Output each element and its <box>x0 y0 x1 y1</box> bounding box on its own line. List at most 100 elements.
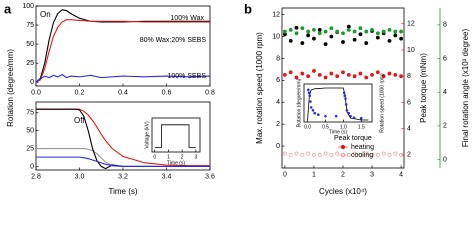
data-point <box>387 71 392 76</box>
data-point <box>352 151 357 156</box>
y-tick-label: 50 <box>26 127 34 134</box>
data-point <box>323 75 328 80</box>
y-tick-label: 12 <box>272 11 280 18</box>
data-point <box>341 40 345 44</box>
x-axis-title: Time (s) <box>329 129 347 135</box>
y2-tick-label: 8 <box>407 73 411 80</box>
data-point <box>288 152 293 157</box>
y2-tick-label: 10 <box>407 47 415 54</box>
data-point <box>387 38 392 43</box>
x-tick-label: 3 <box>370 171 374 178</box>
series-line <box>35 73 211 83</box>
y-tick-label: 0 <box>30 79 34 86</box>
legend-title: Peak torque <box>334 135 372 142</box>
data-point <box>346 72 351 77</box>
y3-tick-label: 6 <box>443 55 447 62</box>
x-tick-label: 0 <box>283 171 287 178</box>
y3-axis-title: Final rotation angle (x10³ degree) <box>461 29 470 148</box>
data-point <box>294 151 299 156</box>
data-point <box>317 152 322 157</box>
y-axis-title: Rotation (degree/mm) <box>296 78 302 127</box>
data-point <box>345 109 349 112</box>
data-point <box>364 151 369 156</box>
data-point <box>308 94 312 97</box>
annotation: Off <box>74 116 85 125</box>
y2-axis-title: Rotation speed (1000 rpm) <box>379 73 385 133</box>
series-label: 100% SEBS <box>167 73 206 80</box>
y2-tick-label: 12 <box>407 21 415 28</box>
data-point <box>283 151 287 156</box>
x-tick-label: 0.0 <box>304 124 311 130</box>
x-tick-label: 3.6 <box>205 173 215 180</box>
data-point <box>294 25 299 30</box>
data-point <box>317 113 320 116</box>
series-label: 100% Wax <box>170 15 204 22</box>
y-tick-label: 0 <box>30 163 34 170</box>
x-tick-label: 0.6 <box>162 89 172 96</box>
x-tick-label: 1.5 <box>358 124 365 130</box>
data-point <box>309 106 313 109</box>
x-tick-label: 2 <box>341 171 345 178</box>
data-point <box>344 97 347 100</box>
panel-label: b <box>244 1 252 16</box>
data-point <box>288 70 293 75</box>
plot-frame <box>151 117 201 153</box>
plot-frame <box>35 5 211 87</box>
y-axis-title: Voltage (kV) <box>144 121 150 149</box>
y-tick-label: 0 <box>276 143 280 150</box>
data-point <box>399 152 403 157</box>
data-point <box>364 41 369 45</box>
y-tick-label: 75 <box>26 110 34 117</box>
x-tick-label: 2.8 <box>31 173 41 180</box>
y3-tick-label: 4 <box>443 89 447 96</box>
y2-tick-label: 4 <box>407 125 411 132</box>
data-point <box>375 70 380 75</box>
data-point <box>387 152 392 157</box>
x-tick-label: 1 <box>312 171 316 178</box>
data-point <box>364 75 369 80</box>
data-point <box>352 37 357 42</box>
data-point <box>343 94 347 97</box>
y3-tick-label: 8 <box>443 22 447 29</box>
data-point <box>344 103 348 106</box>
data-point <box>381 151 386 156</box>
annotation: On <box>40 10 51 19</box>
y2-tick-label: 2 <box>407 152 411 159</box>
data-point <box>393 72 398 77</box>
series-line <box>35 9 210 83</box>
series-label: 80% Wax:20% SEBS <box>140 37 207 44</box>
x-axis-title: Time (s) <box>167 160 185 166</box>
data-point <box>346 27 351 32</box>
data-point <box>306 29 311 34</box>
data-point <box>312 152 316 157</box>
data-point <box>358 26 363 31</box>
data-point <box>306 88 310 92</box>
y-axis-title: Rotation (degree/mm) <box>6 49 15 127</box>
y-tick-label: 8 <box>276 55 280 62</box>
x-axis-title: Cycles (x10⁴) <box>319 187 367 196</box>
y-tick-label: 100 <box>22 3 34 10</box>
x-tick-label: 3.4 <box>162 173 172 180</box>
data-point <box>393 33 398 38</box>
data-point <box>399 74 403 79</box>
y-tick-label: 2 <box>276 121 280 128</box>
series-line <box>307 87 369 121</box>
data-point <box>323 29 328 34</box>
data-point <box>370 152 374 157</box>
legend-label: cooling <box>351 152 373 159</box>
y3-tick-label: 2 <box>443 123 447 130</box>
data-point <box>375 35 380 40</box>
data-point <box>306 74 311 79</box>
panel-label: a <box>4 1 12 16</box>
data-point <box>349 114 352 118</box>
data-point <box>359 116 363 120</box>
y-tick-label: 75 <box>26 22 34 29</box>
x-tick-label: 0 <box>153 154 156 160</box>
data-point <box>335 74 340 79</box>
data-point <box>317 31 322 36</box>
data-point <box>387 27 392 32</box>
data-point <box>309 100 312 103</box>
data-point <box>399 29 403 34</box>
data-point <box>381 74 386 79</box>
